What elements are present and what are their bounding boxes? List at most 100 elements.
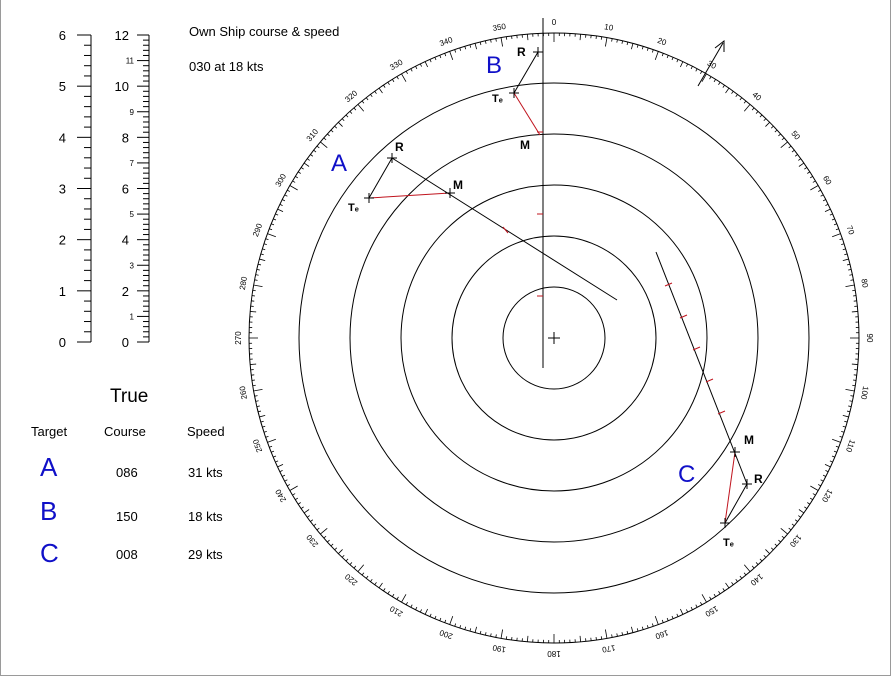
compass-tick [763, 118, 767, 122]
range-ring [298, 82, 810, 594]
compass-tick [415, 606, 418, 610]
target-c-own-vector [724, 483, 748, 524]
compass-tick [735, 94, 738, 98]
compass-tick [310, 519, 314, 522]
compass-tick [256, 269, 260, 271]
compass-tick [820, 479, 824, 482]
compass-tick [765, 549, 770, 554]
own-ship-title: Own Ship course & speed [189, 24, 340, 39]
compass-tick [743, 572, 747, 576]
compass-tick [725, 87, 730, 94]
compass-tick [424, 608, 428, 615]
compass-tick [646, 47, 649, 51]
compass-tick [850, 395, 854, 397]
target-a-letter: A [331, 150, 347, 177]
compass-tick [279, 203, 283, 206]
compass-tick [434, 57, 437, 61]
bearing-label: 60 [821, 174, 834, 187]
compass-tick [527, 34, 529, 41]
right-scale-label: 1 [130, 312, 135, 321]
compass-tick [275, 213, 279, 216]
compass-tick [676, 613, 679, 617]
bearing-label: 40 [750, 90, 763, 103]
compass-tick [701, 594, 707, 603]
bearing-label: 10 [604, 22, 615, 33]
compass-tick [289, 185, 298, 191]
compass-tick [265, 435, 269, 438]
row-c-target: C [40, 538, 59, 568]
compass-tick [257, 263, 262, 266]
compass-tick [271, 450, 275, 453]
compass-tick [267, 438, 276, 443]
right-scale-label: 11 [126, 57, 135, 66]
compass-tick [444, 53, 447, 57]
left-scale-label: 5 [59, 79, 66, 94]
right-scale-label: 6 [122, 182, 129, 197]
compass-tick [410, 68, 413, 72]
bearing-label: 240 [273, 487, 288, 504]
compass-tick [284, 479, 288, 482]
compass-tick [849, 274, 853, 276]
compass-tick [770, 547, 774, 551]
compass-tick [755, 562, 759, 565]
compass-tick [646, 625, 649, 629]
target-b-own-vector [513, 51, 539, 94]
target-c-te-cross [720, 518, 730, 528]
compass-tick [454, 623, 457, 627]
compass-tick [844, 420, 848, 423]
bearing-label: 150 [703, 604, 720, 619]
compass-tick [357, 564, 365, 572]
target-a-tick [502, 226, 509, 234]
row-b-target: B [40, 496, 58, 526]
compass-tick [798, 515, 801, 518]
compass-tick [626, 630, 629, 635]
compass-tick [825, 203, 829, 206]
compass-tick [353, 565, 357, 569]
compass-tick [844, 253, 848, 256]
compass-tick [791, 523, 795, 527]
compass-tick [327, 133, 330, 137]
compass-tick [269, 228, 273, 231]
bearing-label: 190 [491, 643, 506, 654]
compass-tick [626, 41, 629, 46]
compass-tick [341, 118, 345, 122]
compass-tick [341, 554, 345, 558]
compass-tick [661, 53, 664, 57]
compass-tick [770, 125, 774, 129]
compass-tick [439, 55, 442, 59]
compass-tick [459, 625, 462, 629]
compass-tick [282, 474, 286, 477]
compass-tick [449, 616, 454, 625]
compass-tick [307, 515, 310, 518]
compass-tick [292, 493, 296, 496]
compass-tick [282, 199, 286, 202]
compass-tick [616, 39, 618, 43]
compass-tick [396, 596, 399, 600]
right-scale-label: 7 [130, 159, 135, 168]
own-ship-heading-arrow [697, 39, 725, 87]
compass-tick [641, 46, 644, 50]
compass-tick [490, 633, 492, 637]
compass-tick [833, 223, 837, 226]
compass-tick [277, 464, 284, 468]
bearing-label: 220 [343, 572, 359, 588]
compass-tick [323, 137, 327, 141]
compass-tick [759, 558, 763, 562]
bearing-label: 310 [305, 127, 321, 143]
compass-tick [651, 49, 654, 53]
target-a-te-label: Tₑ [348, 202, 359, 214]
compass-tick [260, 253, 264, 256]
compass-tick [374, 582, 377, 585]
target-c-letter: C [678, 461, 695, 488]
compass-tick [807, 502, 811, 505]
compass-tick [621, 632, 623, 636]
compass-tick [718, 81, 721, 85]
compass-tick [718, 591, 721, 595]
compass-tick [490, 39, 492, 43]
compass-tick [755, 111, 759, 114]
compass-tick [254, 395, 258, 397]
compass-tick [851, 311, 858, 313]
right-scale-label: 4 [122, 233, 129, 248]
compass-tick [295, 176, 299, 179]
